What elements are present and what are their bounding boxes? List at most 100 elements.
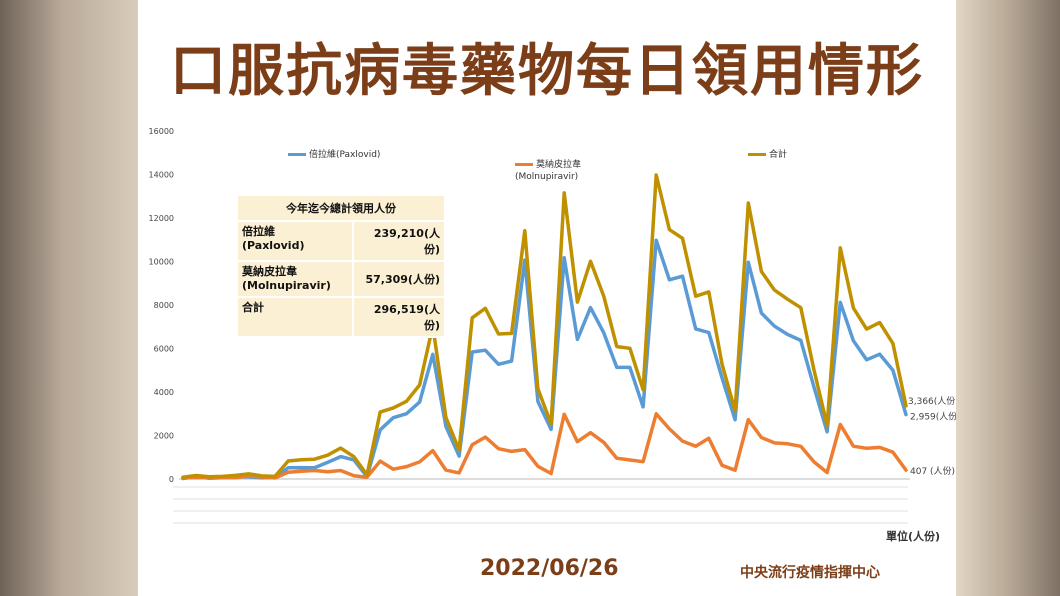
y-tick-label: 0	[169, 475, 174, 484]
data-point	[419, 384, 421, 386]
data-point	[603, 332, 605, 334]
data-point	[261, 475, 263, 477]
summary-value: 239,210(人份)	[373, 227, 440, 256]
data-point	[616, 457, 618, 459]
data-point	[340, 447, 342, 449]
data-point	[366, 474, 368, 476]
data-point	[497, 448, 500, 450]
data-point	[603, 295, 605, 297]
data-point	[826, 431, 828, 433]
data-point	[826, 471, 828, 474]
data-point	[892, 369, 894, 371]
y-tick-label: 2000	[154, 432, 174, 441]
data-point	[813, 386, 815, 388]
summary-value: 296,519(人份)	[373, 303, 440, 332]
data-point	[537, 400, 539, 403]
data-point	[708, 437, 710, 439]
series-end-label: 2,959(人份)	[910, 411, 956, 423]
line-chart: 0 2000 4000 6000 8000 10000 12000 14000 16000 2,9…	[149, 127, 956, 524]
data-point	[340, 456, 342, 458]
page-title: 口服抗病毒藥物每日領用情形	[170, 39, 924, 104]
data-point	[852, 445, 855, 447]
legend-item-molnupiravir: 莫納皮拉韋 (Molnupiravir)	[515, 147, 581, 183]
data-point	[563, 413, 565, 415]
data-point	[747, 419, 749, 421]
data-point	[905, 414, 907, 416]
data-point	[235, 474, 237, 476]
data-point	[668, 428, 671, 430]
data-point	[327, 461, 329, 463]
data-point	[405, 466, 408, 468]
data-point	[353, 475, 355, 477]
data-point	[471, 444, 473, 446]
data-point	[524, 449, 526, 451]
data-point	[327, 471, 329, 473]
data-point	[576, 441, 578, 443]
data-point	[773, 325, 776, 327]
data-point	[379, 411, 381, 413]
summary-table: 今年迄今總計領用人份 倍拉維 (Paxlovid) 239,210(人份) 莫納…	[238, 196, 444, 338]
data-point	[287, 471, 289, 473]
data-point	[616, 346, 618, 348]
data-point	[208, 476, 210, 478]
data-point	[879, 322, 881, 324]
data-point	[681, 237, 684, 239]
data-point	[221, 475, 223, 477]
data-point	[760, 436, 763, 439]
data-point	[655, 174, 657, 176]
series-end-label: 3,366(人份)	[908, 395, 956, 407]
data-point	[432, 353, 434, 355]
data-point	[629, 366, 631, 368]
data-point	[800, 339, 802, 341]
data-point	[892, 451, 894, 453]
data-point	[721, 464, 723, 466]
data-point	[668, 279, 671, 281]
data-point	[497, 363, 500, 365]
data-point	[484, 349, 486, 351]
y-tick-label: 16000	[149, 127, 174, 136]
data-point	[458, 449, 460, 451]
data-point	[432, 450, 434, 452]
data-point	[879, 446, 881, 448]
unit-label: 單位(人份)	[886, 530, 941, 543]
data-point	[839, 247, 841, 249]
data-point	[511, 332, 513, 334]
data-point	[445, 416, 447, 418]
data-point	[813, 461, 815, 463]
legend-item-paxlovid: 倍拉維(Paxlovid)	[288, 147, 380, 160]
summary-row-paxlovid: 倍拉維 (Paxlovid) 239,210(人份)	[238, 222, 444, 262]
data-point	[642, 461, 644, 463]
organization-label: 中央流行疫情指揮中心	[740, 565, 880, 581]
data-point	[550, 428, 552, 430]
right-background-blur	[956, 0, 1060, 596]
y-tick-label: 14000	[149, 171, 174, 180]
data-point	[195, 477, 197, 479]
date-label: 2022/06/26	[480, 556, 619, 581]
data-point	[905, 469, 907, 471]
series-line-2	[181, 173, 908, 479]
data-point	[813, 369, 815, 371]
data-point	[773, 289, 776, 291]
y-tick-label: 4000	[154, 388, 174, 397]
legend-label-paxlovid: 倍拉維(Paxlovid)	[309, 150, 381, 160]
summary-row-molnupiravir: 莫納皮拉韋 (Molnupiravir) 57,309(人份)	[238, 262, 444, 298]
slide: 口服抗病毒藥物每日領用情形 0 2000 4000 6000 8000 10000 1200…	[138, 0, 956, 596]
data-point	[313, 458, 316, 460]
series-end-label: 407 (人份)	[910, 465, 955, 477]
data-point	[800, 307, 802, 309]
data-point	[458, 472, 460, 474]
data-point	[300, 467, 302, 469]
data-point	[734, 410, 736, 412]
data-point	[787, 298, 789, 300]
data-point	[524, 259, 526, 261]
data-point	[340, 469, 342, 472]
data-point	[642, 389, 644, 391]
data-point	[708, 331, 710, 334]
data-point	[550, 472, 552, 475]
data-point	[655, 239, 657, 241]
data-point	[392, 417, 394, 419]
legend-swatch-molnupiravir	[515, 163, 533, 166]
data-point	[695, 295, 697, 297]
data-point	[787, 333, 789, 336]
data-point	[353, 456, 355, 458]
